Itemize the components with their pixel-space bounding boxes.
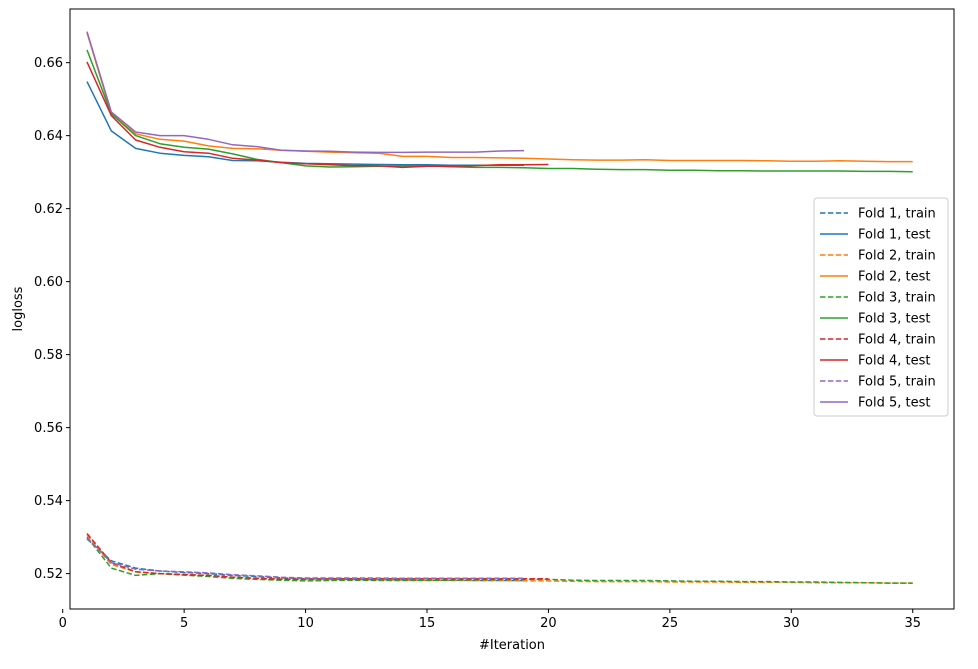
y-tick-label: 0.60 [34,275,63,290]
legend-label: Fold 2, test [858,270,930,285]
series-line-10 [86,31,525,154]
plot-frame [69,8,955,610]
series-line-5 [86,536,913,584]
legend-label: Fold 1, train [858,207,936,222]
legend-label: Fold 4, train [858,333,936,348]
x-axis-ticks: 0 5 10 15 20 25 30 35 [59,609,921,631]
x-tick-label: 20 [540,616,557,631]
x-tick-label: 25 [662,616,679,631]
y-tick-label: 0.58 [34,348,63,363]
legend-label: Fold 4, test [858,354,930,369]
y-axis-label: logloss [11,286,26,331]
y-tick-label: 0.64 [34,129,63,144]
legend-box [813,197,949,417]
x-tick-label: 5 [180,616,188,631]
series-line-9 [86,537,525,580]
x-tick-label: 0 [59,616,67,631]
x-tick-label: 15 [419,616,436,631]
x-tick-label: 35 [904,616,921,631]
series-line-7 [86,533,549,580]
legend-label: Fold 1, test [858,228,930,243]
y-axis-ticks: 0.52 0.54 0.56 0.58 0.60 0.62 0.64 0.66 [34,56,70,582]
legend-label: Fold 3, train [858,291,936,306]
plot-lines [86,31,913,584]
legend-label: Fold 3, test [858,312,930,327]
legend-label: Fold 5, train [858,375,936,390]
x-tick-label: 10 [297,616,314,631]
legend-label: Fold 5, test [858,396,930,411]
y-tick-label: 0.56 [34,421,63,436]
x-tick-label: 30 [783,616,800,631]
y-tick-label: 0.52 [34,567,63,582]
legend-label: Fold 2, train [858,249,936,264]
legend: Fold 1, train Fold 1, test Fold 2, train Fo… [813,197,949,417]
y-tick-label: 0.54 [34,494,63,509]
series-line-4 [86,32,913,163]
y-tick-label: 0.62 [34,202,63,217]
x-axis-label: #Iteration [479,638,545,653]
series-line-8 [86,61,549,169]
series-line-6 [86,49,913,173]
y-tick-label: 0.66 [34,56,63,71]
